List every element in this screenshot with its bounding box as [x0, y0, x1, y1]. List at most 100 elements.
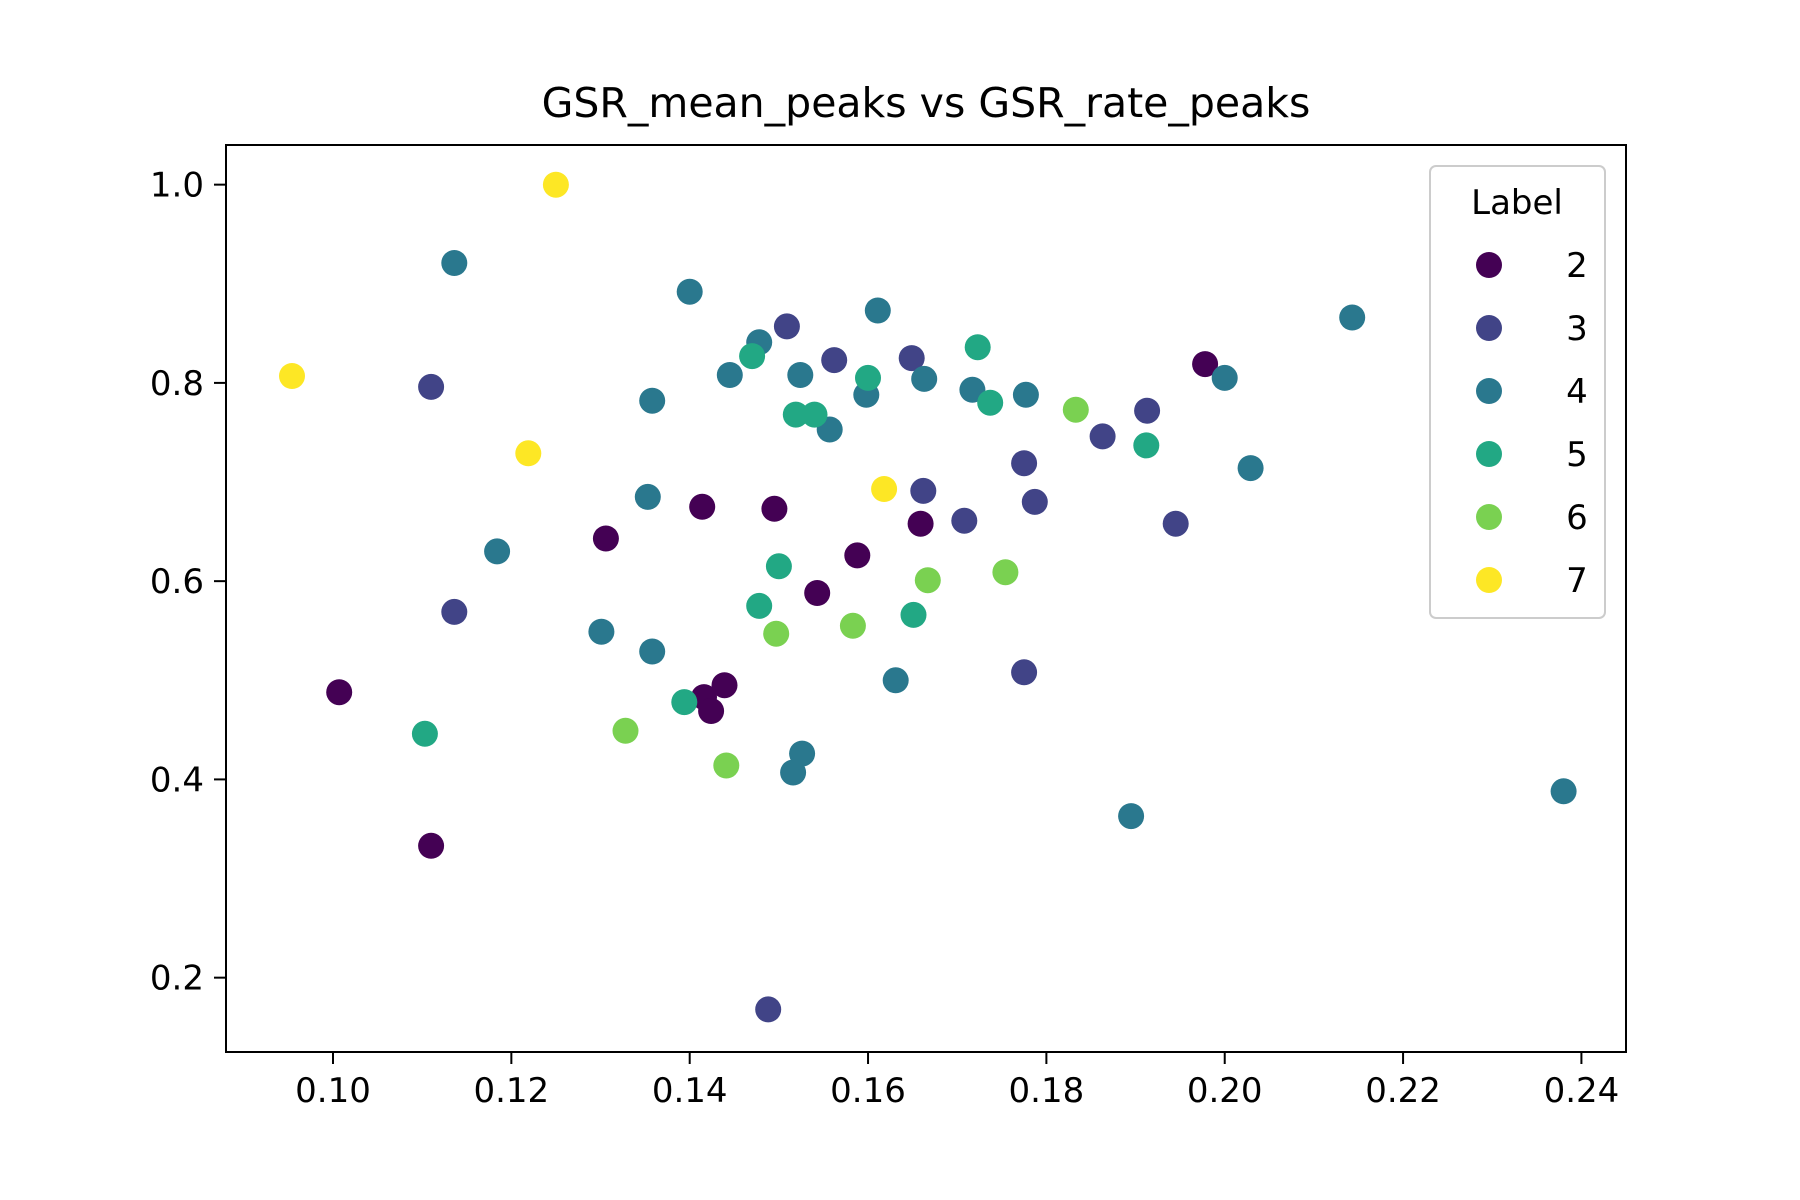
data-point-label-4-11 — [789, 740, 816, 767]
legend-title: Label — [1471, 183, 1563, 223]
data-point-label-2-9 — [844, 542, 871, 569]
data-point-label-4-23 — [1550, 778, 1577, 805]
data-point-label-4-3 — [634, 483, 661, 510]
data-point-label-2-7 — [761, 495, 788, 522]
data-point-label-2-5 — [698, 698, 725, 724]
legend-label-3: 3 — [1566, 309, 1588, 349]
data-point-label-3-1 — [441, 598, 468, 625]
data-point-label-4-15 — [882, 667, 909, 694]
data-point-label-2-11 — [1192, 351, 1219, 378]
data-point-label-2-10 — [907, 510, 934, 537]
data-point-label-4-18 — [1012, 381, 1039, 408]
x-tick-label-4: 0.18 — [1009, 1071, 1085, 1111]
x-axis: 0.10 0.12 0.14 0.16 0.18 0.20 0.22 0.24 — [295, 1052, 1619, 1111]
x-tick-label-1: 0.12 — [473, 1071, 549, 1111]
data-point-label-2-2 — [592, 525, 619, 552]
legend-marker-4 — [1476, 378, 1502, 404]
data-point-label-3-10 — [1021, 488, 1048, 515]
data-point-label-5-11 — [1133, 432, 1160, 459]
chart-title: GSR_mean_peaks vs GSR_rate_peaks — [542, 79, 1311, 127]
legend-marker-6 — [1476, 504, 1502, 530]
data-point-label-3-6 — [910, 477, 937, 504]
data-point-label-3-2 — [755, 996, 782, 1023]
data-point-label-7-2 — [542, 171, 569, 198]
legend-entries: 2 3 4 5 6 7 — [1476, 246, 1588, 601]
data-point-label-4-1 — [484, 538, 511, 565]
data-point-label-4-14 — [864, 297, 891, 324]
legend-label-7: 7 — [1566, 561, 1588, 601]
data-point-label-5-1 — [671, 689, 698, 716]
data-point-label-2-8 — [804, 580, 831, 606]
legend-label-5: 5 — [1566, 435, 1588, 475]
y-tick-label-0: 0.2 — [150, 959, 204, 999]
data-point-label-6-4 — [914, 567, 941, 594]
legend-label-2: 2 — [1566, 246, 1588, 286]
data-point-label-5-8 — [900, 601, 927, 628]
data-point-label-3-3 — [773, 313, 800, 340]
data-point-label-3-9 — [1011, 659, 1038, 686]
y-tick-label-1: 0.4 — [150, 760, 204, 800]
y-axis: 0.2 0.4 0.6 0.8 1.0 — [150, 166, 226, 999]
legend-marker-2 — [1476, 252, 1502, 278]
data-point-label-5-3 — [746, 592, 773, 619]
data-point-label-6-5 — [992, 559, 1019, 586]
data-point-label-3-5 — [898, 345, 925, 372]
data-point-label-3-12 — [1134, 397, 1161, 424]
legend-marker-5 — [1476, 441, 1502, 467]
data-point-label-4-7 — [716, 362, 743, 388]
data-point-label-4-4 — [639, 387, 666, 414]
x-tick-label-6: 0.22 — [1365, 1071, 1441, 1111]
data-point-label-7-1 — [515, 440, 542, 467]
data-point-label-6-1 — [713, 752, 740, 779]
data-point-label-5-10 — [977, 389, 1004, 416]
y-tick-label-3: 0.8 — [150, 364, 204, 404]
data-point-label-5-2 — [739, 343, 766, 370]
plot-frame — [225, 144, 1627, 1053]
data-point-label-4-6 — [676, 278, 703, 305]
data-point-label-3-4 — [821, 347, 848, 374]
data-point-label-5-7 — [855, 364, 881, 391]
data-point-label-4-16 — [911, 365, 938, 392]
data-point-label-5-0 — [411, 720, 438, 747]
legend-label-6: 6 — [1566, 498, 1588, 538]
data-point-label-4-5 — [639, 638, 666, 665]
y-tick-label-4: 1.0 — [150, 166, 204, 206]
data-point-label-4-2 — [588, 618, 615, 645]
x-tick-label-2: 0.14 — [652, 1071, 728, 1111]
data-point-label-4-22 — [1339, 304, 1366, 331]
data-point-label-5-6 — [801, 401, 828, 428]
data-point-label-3-0 — [418, 373, 445, 400]
data-point-label-2-3 — [689, 493, 716, 520]
data-point-label-4-10 — [787, 362, 814, 388]
x-tick-label-3: 0.16 — [830, 1071, 906, 1111]
x-tick-label-5: 0.20 — [1187, 1071, 1263, 1111]
data-point-label-5-5 — [782, 401, 809, 428]
data-point-label-3-13 — [1162, 510, 1189, 537]
data-point-label-2-0 — [326, 679, 353, 706]
legend-label-4: 4 — [1566, 372, 1588, 412]
data-point-label-7-3 — [871, 476, 898, 502]
data-point-label-5-4 — [765, 553, 792, 580]
data-point-label-6-2 — [763, 620, 790, 647]
data-point-label-6-3 — [839, 612, 866, 639]
legend: Label 2 3 4 5 6 7 — [1429, 165, 1606, 619]
data-point-label-5-9 — [964, 334, 991, 361]
x-tick-label-7: 0.24 — [1544, 1071, 1620, 1111]
data-point-label-4-20 — [1211, 364, 1238, 391]
y-tick-label-2: 0.6 — [150, 562, 204, 602]
data-point-label-4-21 — [1237, 455, 1264, 482]
data-point-label-2-1 — [418, 832, 445, 859]
data-point-label-4-0 — [441, 250, 468, 276]
data-point-label-7-0 — [279, 363, 305, 389]
x-tick-label-0: 0.10 — [295, 1071, 371, 1111]
data-point-label-3-11 — [1089, 423, 1116, 450]
data-point-label-2-6 — [711, 672, 738, 699]
data-point-label-3-7 — [951, 507, 978, 534]
legend-box — [1429, 165, 1606, 619]
data-point-label-6-0 — [612, 717, 639, 744]
data-points — [279, 171, 1577, 1023]
legend-marker-7 — [1476, 567, 1502, 593]
legend-marker-3 — [1476, 315, 1502, 341]
data-point-label-6-6 — [1062, 396, 1089, 423]
